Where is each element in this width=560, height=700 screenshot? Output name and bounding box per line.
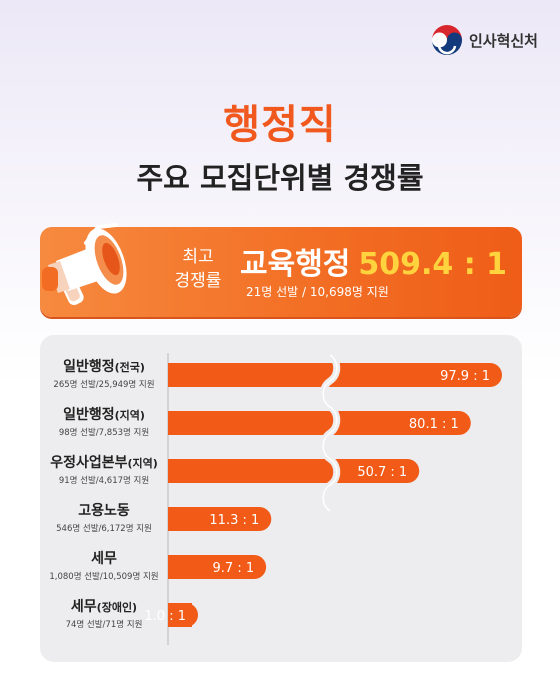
- category-suffix: (장애인): [96, 601, 138, 614]
- bar-value-label: 50.7 : 1: [357, 465, 407, 480]
- highlight-ratio: 509.4 : 1: [358, 247, 508, 282]
- category-name: 일반행정(지역): [40, 404, 168, 424]
- category-suffix: (지역): [114, 409, 145, 422]
- category-name: 우정사업본부(지역): [40, 452, 168, 472]
- bar-value-label: 1.0 : 1: [144, 609, 186, 624]
- category-name-text: 세무: [70, 599, 97, 615]
- category-name-text: 일반행정: [63, 407, 115, 423]
- category-label: 세무 1,080명 선발/10,509명 지원: [40, 548, 168, 582]
- category-label: 일반행정(지역) 98명 선발/7,853명 지원: [40, 404, 168, 438]
- bar-value-label: 97.9 : 1: [440, 369, 490, 384]
- category-label: 고용노동 546명 선발/6,172명 지원: [40, 500, 168, 534]
- category-suffix: (지역): [127, 457, 158, 470]
- bar-base-4: [168, 555, 192, 579]
- axis-break-line: [322, 354, 338, 512]
- highlight-note: 21명 선발 / 10,698명 지원: [246, 285, 389, 299]
- bar-base-3: [168, 507, 192, 531]
- logo: 인사혁신처: [431, 24, 538, 56]
- bar-base-5: [168, 603, 192, 627]
- category-name-text: 고용노동: [78, 503, 130, 519]
- category-name: 일반행정(전국): [40, 356, 168, 376]
- highlight-unit: 교육행정: [240, 247, 351, 282]
- chart-panel: 97.9 : 1 80.1 : 1 50.7 : 1 11.3 : 1 9.7 : 1 1…: [40, 335, 522, 662]
- highlight-value: 교육행정 509.4 : 1: [240, 239, 507, 283]
- category-note: 74명 선발/71명 지원: [65, 620, 143, 630]
- bar-1: [168, 411, 471, 435]
- bar-3: [168, 507, 272, 531]
- category-note: 1,080명 선발/10,509명 지원: [49, 572, 159, 582]
- page-subtitle: 주요 모집단위별 경쟁률: [136, 161, 424, 195]
- category-name-text: 세무: [91, 551, 117, 567]
- government-emblem-icon: [431, 25, 462, 55]
- category-note: 546명 선발/6,172명 지원: [56, 524, 152, 534]
- bar-base-0: [168, 363, 192, 387]
- category-name: 세무: [40, 548, 168, 568]
- category-name-text: 일반행정: [63, 359, 115, 375]
- highlight-label-line2: 경쟁률: [174, 271, 222, 291]
- highlight-banner: 최고 경쟁률 교육행정 509.4 : 1 21명 선발 / 10,698명 지원: [40, 223, 522, 317]
- bar-chart: 97.9 : 1 80.1 : 1 50.7 : 1 11.3 : 1 9.7 : 1 1…: [144, 352, 502, 645]
- bar-value-label: 9.7 : 1: [213, 561, 255, 576]
- page-title: 행정직: [223, 102, 337, 148]
- category-note: 91명 선발/4,617명 지원: [58, 476, 150, 486]
- category-note: 98명 선발/7,853명 지원: [58, 428, 150, 438]
- megaphone-icon: [42, 223, 127, 306]
- bar-base-2: [168, 459, 192, 483]
- bar-base-1: [168, 411, 192, 435]
- category-label: 일반행정(전국) 265명 선발/25,949명 지원: [40, 356, 168, 390]
- bar-2: [168, 459, 420, 483]
- bar-value-label: 80.1 : 1: [409, 417, 459, 432]
- highlight-label: 최고 경쟁률: [158, 245, 238, 293]
- category-note: 265명 선발/25,949명 지원: [53, 380, 155, 390]
- category-name: 세무(장애인): [40, 596, 168, 616]
- category-name-text: 우정사업본부: [50, 455, 128, 471]
- bar-4: [168, 555, 267, 579]
- bar-value-label: 11.3 : 1: [209, 513, 259, 528]
- logo-text: 인사혁신처: [468, 31, 538, 50]
- highlight-label-line1: 최고: [182, 247, 214, 267]
- category-name: 고용노동: [40, 500, 168, 520]
- category-label: 우정사업본부(지역) 91명 선발/4,617명 지원: [40, 452, 168, 486]
- category-suffix: (전국): [114, 361, 145, 374]
- category-label: 세무(장애인) 74명 선발/71명 지원: [40, 596, 168, 630]
